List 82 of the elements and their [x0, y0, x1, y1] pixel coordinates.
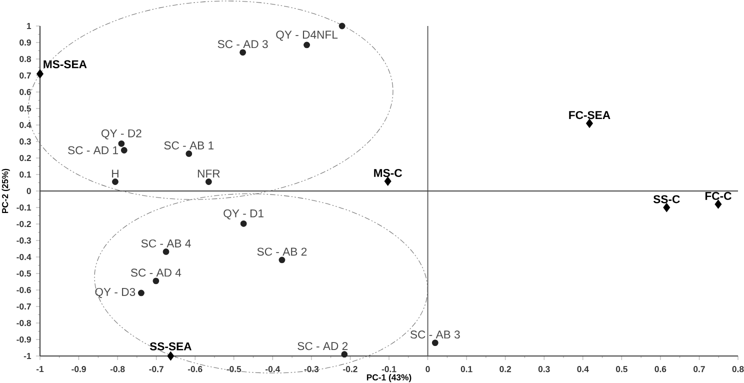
x-tick-label: 0.5	[616, 366, 628, 372]
x-tick-label: -1	[36, 366, 44, 372]
x-tick-label: 0.6	[654, 366, 666, 372]
point	[304, 42, 310, 48]
data-label: SC - AB 3	[410, 330, 460, 339]
data-label: FC-SEA	[569, 111, 610, 120]
y-tick-label: 0.6	[20, 88, 31, 96]
x-tick-label: 0.2	[500, 366, 512, 372]
y-tick-label: -1	[24, 353, 32, 359]
data-label: NFR	[198, 170, 220, 178]
x-tick-label: 0.8	[732, 366, 744, 372]
y-tick-label: 0	[26, 188, 31, 194]
y-tick-label: -0.1	[16, 204, 32, 211]
x-tick-label: -0.4	[266, 366, 280, 372]
data-label: MS-C	[374, 168, 402, 177]
y-tick-label: 0.2	[20, 154, 31, 162]
data-label: SS-C	[653, 195, 680, 204]
y-tick-label: -0.2	[16, 220, 31, 228]
data-label: QY - D2	[102, 129, 142, 140]
y-tick-label: -0.7	[16, 303, 31, 310]
x-axis-title: PC-1 (43%)	[366, 374, 412, 382]
x-tick-label: -0.8	[110, 366, 125, 372]
point	[663, 202, 670, 212]
point	[186, 150, 192, 157]
x-tick-label: -0.3	[304, 366, 319, 372]
y-tick-label: -0.8	[16, 320, 32, 326]
point	[167, 351, 174, 361]
point	[384, 176, 392, 186]
y-tick-label: -0.9	[16, 336, 31, 343]
y-tick-label: 0.8	[20, 56, 32, 62]
y-tick-label: 0.7	[20, 72, 31, 79]
point	[205, 178, 212, 185]
point	[338, 22, 346, 30]
y-tick-label: 0.3	[20, 138, 31, 145]
x-tick-label: 0.3	[538, 366, 550, 372]
x-tick-label: -0.7	[149, 366, 164, 372]
data-label: SC - AB 4	[141, 239, 191, 248]
point	[118, 140, 125, 147]
point	[162, 248, 170, 255]
y-tick-label: 0.5	[20, 105, 32, 112]
y-tick-label: -0.6	[16, 286, 31, 294]
data-label: QY - D1	[224, 209, 264, 220]
x-tick-label: -0.1	[382, 366, 396, 372]
data-label: QY - D4NFL	[276, 30, 338, 41]
data-label: SC - AB 2	[257, 248, 307, 256]
x-tick-label: 0.7	[694, 366, 705, 372]
point	[138, 290, 144, 296]
x-tick-label: -0.6	[188, 366, 202, 372]
point	[36, 69, 44, 78]
data-label: H	[112, 170, 118, 178]
data-label: FC-C	[705, 192, 732, 200]
x-tick-label: -0.5	[226, 366, 242, 372]
y-tick-label: 0.9	[20, 39, 31, 46]
data-label: SS-SEA	[150, 342, 192, 350]
y-tick-label: 0.4	[20, 122, 32, 128]
x-tick-label: 0	[426, 366, 430, 372]
data-label: MS-SEA	[44, 60, 87, 68]
data-label: QY - D3	[95, 288, 136, 298]
x-tick-label: -0.2	[343, 366, 358, 372]
data-label: SC - AB 1	[164, 141, 214, 150]
y-tick-label: -0.5	[16, 270, 32, 277]
y-tick-label: -0.4	[16, 254, 32, 260]
point	[341, 351, 348, 358]
point	[112, 178, 118, 185]
point	[152, 278, 160, 284]
x-tick-label: 0.4	[577, 366, 589, 372]
point	[240, 220, 247, 227]
x-tick-label: 0.1	[460, 366, 472, 372]
data-label: SC - AD 1	[68, 146, 118, 154]
y-tick-label: 1	[27, 23, 32, 29]
point	[278, 256, 286, 264]
data-label: SC - AD 3	[218, 40, 268, 48]
point	[240, 49, 246, 56]
point	[714, 200, 722, 209]
data-label: SC - AD 4	[130, 268, 182, 277]
y-tick-label: -0.3	[16, 237, 31, 244]
x-tick-label: -0.9	[72, 366, 86, 372]
point	[432, 340, 438, 346]
y-axis-title: PC-2 (25%)	[2, 168, 10, 214]
point	[120, 147, 128, 154]
y-tick-label: 0.1	[20, 171, 32, 178]
data-label: SC - AD 2	[298, 342, 348, 350]
